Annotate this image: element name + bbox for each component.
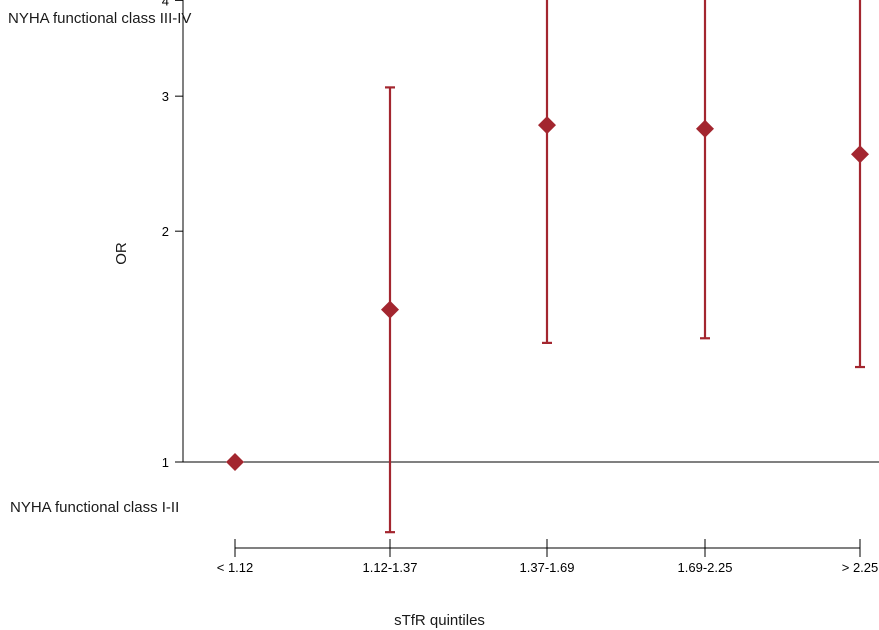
or-point-diamond xyxy=(381,300,399,319)
x-tick-label: < 1.12 xyxy=(217,560,254,575)
x-tick-label: 1.12-1.37 xyxy=(363,560,418,575)
y-tick-label: 2 xyxy=(162,224,169,239)
or-point-diamond xyxy=(696,119,714,138)
or-point-diamond xyxy=(226,453,244,471)
top-region-label: NYHA functional class III-IV xyxy=(8,10,192,27)
y-axis: 12345 xyxy=(162,0,184,470)
x-axis: < 1.12 1.12-1.37 1.37-1.69 1.69-2.25 > 2.25 xyxy=(217,539,879,575)
or-point-diamond xyxy=(851,145,869,164)
x-tick-label: > 2.25 xyxy=(842,560,879,575)
x-axis-label: sTfR quintiles xyxy=(394,612,485,629)
y-tick-label: 4 xyxy=(162,0,169,8)
x-tick-label: 1.37-1.69 xyxy=(520,560,575,575)
y-axis-label: OR xyxy=(112,242,130,265)
x-tick-label: 1.69-2.25 xyxy=(678,560,733,575)
y-tick-label: 1 xyxy=(162,455,169,470)
y-tick-label: 3 xyxy=(162,89,169,104)
data-points: *** xyxy=(226,0,869,534)
or-point-diamond xyxy=(538,116,556,135)
bottom-region-label: NYHA functional class I-II xyxy=(10,499,180,516)
